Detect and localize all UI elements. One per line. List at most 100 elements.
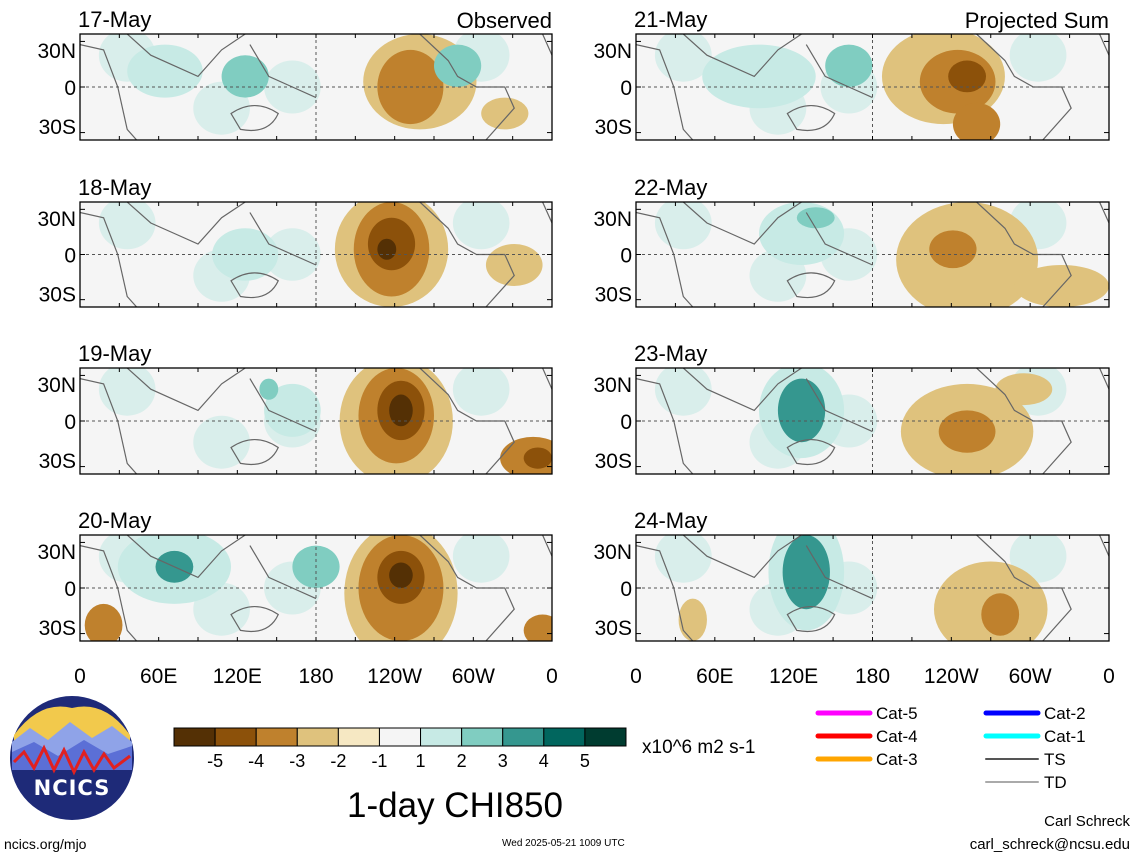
map-panel: 18-May	[78, 175, 553, 308]
main-title: 1-day CHI850	[347, 786, 563, 825]
anomaly-patch	[264, 383, 321, 437]
anomaly-patch	[654, 535, 712, 583]
anomaly-patch	[259, 378, 279, 400]
legend-label: TS	[1044, 750, 1066, 769]
anomaly-patch	[654, 202, 712, 250]
colorbar-tick: -1	[371, 751, 387, 771]
colorbar-units: x10^6 m2 s-1	[642, 737, 755, 758]
lon-label: 120E	[769, 665, 818, 688]
anomaly-patch	[485, 244, 543, 286]
colorbar-swatch	[461, 727, 504, 747]
colorbar-swatch	[337, 727, 380, 747]
anomaly-patch	[948, 60, 987, 93]
anomaly-patch	[212, 228, 279, 281]
anomaly-patch	[995, 373, 1053, 406]
panel-date: 18-May	[78, 175, 151, 200]
lat-label: 0	[620, 245, 632, 268]
lon-label: 60W	[452, 665, 495, 688]
anomaly-patch	[929, 230, 977, 269]
lon-label: 0	[1103, 665, 1115, 688]
anomaly-patch	[678, 598, 707, 641]
anomaly-patch	[84, 603, 123, 641]
lon-label: 60W	[1009, 665, 1052, 688]
lat-label: 30N	[37, 374, 76, 397]
colorbar-swatch	[214, 727, 257, 747]
anomaly-patch	[523, 614, 552, 641]
storm-legend: Cat-5 Cat-4 Cat-3 Cat-2 Cat-1 TS TD	[815, 704, 1086, 792]
column-label: Projected Sum	[965, 8, 1109, 33]
lat-label: 0	[620, 77, 632, 100]
footer-url: ncics.org/mjo	[4, 836, 87, 852]
lon-label: 0	[630, 665, 642, 688]
lon-label: 0	[546, 665, 558, 688]
column-label: Observed	[457, 8, 552, 33]
panel-date: 23-May	[634, 341, 707, 366]
colorbar-swatch	[420, 727, 463, 747]
anomaly-patch	[377, 238, 397, 260]
anomaly-patch	[452, 368, 510, 416]
lat-label: 30S	[595, 450, 632, 473]
lat-label: 30S	[39, 617, 76, 640]
map-panel: 22-May	[634, 175, 1110, 308]
legend-label: Cat-1	[1044, 727, 1086, 746]
anomaly-patch	[389, 394, 413, 427]
panel-date: 19-May	[78, 341, 151, 366]
colorbar-swatch	[502, 727, 545, 747]
lat-label: 30S	[595, 116, 632, 139]
map-panel: 23-May	[634, 341, 1110, 475]
lon-label: 120W	[924, 665, 979, 688]
lat-label: 30N	[37, 541, 76, 564]
legend-label: Cat-5	[876, 704, 918, 723]
colorbar-swatch	[296, 727, 339, 747]
anomaly-patch	[981, 593, 1020, 636]
footer-timestamp: Wed 2025-05-21 1009 UTC	[502, 838, 625, 849]
colorbar-tick: 3	[498, 751, 508, 771]
anomaly-patch	[452, 535, 510, 583]
colorbar: -5 -4 -3 -2 -1 1 2 3 4 5	[173, 727, 627, 771]
colorbar-tick: -3	[289, 751, 305, 771]
anomaly-patch	[796, 207, 835, 229]
anomaly-patch	[221, 55, 269, 98]
panel-date: 17-May	[78, 7, 151, 32]
lat-label: 30N	[593, 541, 632, 564]
lon-label: 0	[74, 665, 86, 688]
anomaly-patch	[434, 44, 482, 87]
anomaly-patch	[654, 368, 712, 416]
footer-author: Carl Schreck	[1044, 813, 1130, 830]
legend-label: TD	[1044, 773, 1067, 792]
lon-label: 60E	[140, 665, 177, 688]
colorbar-tick: -4	[248, 751, 264, 771]
lat-label: 30N	[593, 374, 632, 397]
lon-label: 180	[855, 665, 890, 688]
colorbar-tick: 1	[416, 751, 426, 771]
colorbar-tick: 5	[580, 751, 590, 771]
lat-label: 0	[620, 578, 632, 601]
anomaly-patch	[98, 202, 156, 250]
panel-date: 24-May	[634, 508, 707, 533]
colorbar-swatch	[255, 727, 298, 747]
lat-label: 0	[64, 411, 76, 434]
anomaly-patch	[782, 535, 830, 610]
lon-label: 120W	[367, 665, 422, 688]
lat-label: 30S	[595, 617, 632, 640]
colorbar-tick: 4	[539, 751, 549, 771]
lat-label: 30N	[37, 40, 76, 63]
colorbar-swatch	[173, 727, 216, 747]
lon-label: 180	[298, 665, 333, 688]
anomaly-patch	[777, 378, 826, 443]
anomaly-patch	[702, 44, 816, 109]
lat-label: 30N	[593, 40, 632, 63]
colorbar-swatch	[584, 727, 627, 747]
lat-label: 0	[620, 411, 632, 434]
anomaly-patch	[523, 447, 552, 469]
lat-label: 30S	[39, 450, 76, 473]
lon-label: 60E	[696, 665, 733, 688]
logo-text: NCICS	[34, 776, 111, 800]
lat-label: 0	[64, 578, 76, 601]
panel-date: 20-May	[78, 508, 151, 533]
anomaly-patch	[952, 102, 1001, 140]
anomaly-patch	[825, 44, 873, 87]
map-panel: 20-May	[78, 508, 553, 642]
panel-date: 22-May	[634, 175, 707, 200]
lon-label: 120E	[213, 665, 262, 688]
